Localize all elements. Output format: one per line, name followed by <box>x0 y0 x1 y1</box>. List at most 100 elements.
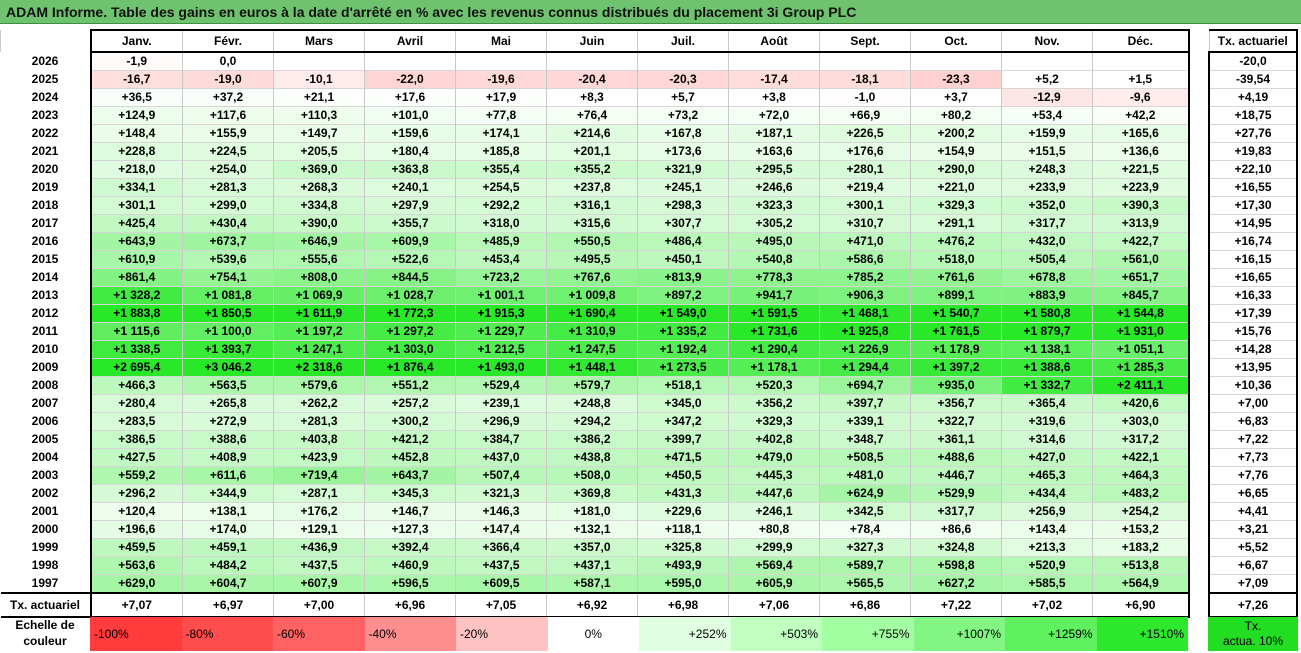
gain-cell: +345,3 <box>364 484 456 503</box>
actuarial-cell: +17,30 <box>1208 196 1298 215</box>
actuarial-cell: -39,54 <box>1208 70 1298 89</box>
gain-cell: +586,6 <box>819 250 911 269</box>
gain-cell: +1 226,9 <box>819 340 911 359</box>
gain-cell: +430,4 <box>182 214 274 233</box>
year-label: 2004 <box>31 450 59 464</box>
year-label: 2009 <box>31 360 59 374</box>
gain-cell: +2 411,1 <box>1092 376 1190 395</box>
actuarial-row: +14,95 <box>1208 214 1298 233</box>
gain-cell: +646,9 <box>273 232 365 251</box>
gain-cell: +299,0 <box>182 196 274 215</box>
gain-cell: +228,8 <box>89 142 183 161</box>
gain-cell <box>637 51 729 71</box>
gain-cell: +292,2 <box>455 196 547 215</box>
gain-cell: +299,9 <box>728 538 820 557</box>
gain-cell: +324,8 <box>910 538 1002 557</box>
gain-cell: +153,2 <box>1092 520 1190 539</box>
month-header: Juin <box>546 29 638 53</box>
gain-cell: +1 303,0 <box>364 340 456 359</box>
gain-cell: +127,3 <box>364 520 456 539</box>
gain-cell: +295,5 <box>728 160 820 179</box>
gain-cell: +629,0 <box>89 574 183 593</box>
gain-cell: +149,7 <box>273 124 365 143</box>
gain-cell: +213,3 <box>1001 538 1093 557</box>
gain-cell: +314,6 <box>1001 430 1093 449</box>
gain-cell: +254,2 <box>1092 502 1190 521</box>
table-row: 2011 +1 115,6 +1 100,0 +1 197,2 +1 297,2 +1 2… <box>1 322 1190 341</box>
actuarial-cell: +16,55 <box>1208 178 1298 197</box>
gain-cell: +520,3 <box>728 376 820 395</box>
gain-cell: +297,9 <box>364 196 456 215</box>
actuarial-row: +6,67 <box>1208 556 1298 575</box>
gain-cell: +268,3 <box>273 178 365 197</box>
gain-cell: +176,2 <box>273 502 365 521</box>
gain-cell: +159,6 <box>364 124 456 143</box>
gain-cell: +459,5 <box>89 538 183 557</box>
gain-cell: +437,1 <box>546 556 638 575</box>
table-row: 2020 +218,0 +254,0 +369,0 +363,8 +355,4 +355,2… <box>1 160 1190 179</box>
gain-cell: +408,9 <box>182 448 274 467</box>
gain-cell: +529,4 <box>455 376 547 395</box>
color-scale: -100% -80% -60% -40% -20% 0% +252% +503% +755% +1… <box>90 617 1188 651</box>
gain-cell: +651,7 <box>1092 268 1190 287</box>
gain-cell: +329,3 <box>910 196 1002 215</box>
gain-cell: +132,1 <box>546 520 638 539</box>
gain-cell: +941,7 <box>728 286 820 305</box>
gain-cell: +319,6 <box>1001 412 1093 431</box>
footer-rate-cell: +7,07 <box>89 592 183 618</box>
gain-cell: +300,2 <box>364 412 456 431</box>
gain-cell: +110,3 <box>273 106 365 125</box>
gain-cell: +3,7 <box>910 88 1002 107</box>
actuarial-row: +16,15 <box>1208 250 1298 269</box>
gain-cell: +315,6 <box>546 214 638 233</box>
gain-cell: +3 046,2 <box>182 358 274 377</box>
gain-cell: +248,8 <box>546 394 638 413</box>
gain-cell: +390,3 <box>1092 196 1190 215</box>
gain-cell: +240,1 <box>364 178 456 197</box>
color-scale-step: -40% <box>364 617 456 651</box>
color-scale-step: +1259% <box>1005 617 1097 651</box>
gain-cell: +1 328,2 <box>89 286 183 305</box>
gain-cell: -1,0 <box>819 88 911 107</box>
gain-cell: +256,9 <box>1001 502 1093 521</box>
year-label: 2026 <box>31 53 59 68</box>
year-label: 2018 <box>31 198 59 212</box>
gain-cell: +563,6 <box>89 556 183 575</box>
gain-cell: +1 731,6 <box>728 322 820 341</box>
gain-cell: +1 549,0 <box>637 304 729 323</box>
gain-cell: +883,9 <box>1001 286 1093 305</box>
gain-cell: +694,7 <box>819 376 911 395</box>
gain-cell: +422,7 <box>1092 232 1190 251</box>
gain-cell: +1 069,9 <box>273 286 365 305</box>
table-row: 1997 +629,0 +604,7 +607,9 +596,5 +609,5 +587,1… <box>1 574 1190 593</box>
gain-cell: +136,6 <box>1092 142 1190 161</box>
gain-cell: +1 393,7 <box>182 340 274 359</box>
gain-cell: +339,1 <box>819 412 911 431</box>
gain-cell <box>728 51 820 71</box>
actuarial-cell: -20,0 <box>1208 51 1298 71</box>
actuarial-row: +19,83 <box>1208 142 1298 161</box>
gain-cell: +365,4 <box>1001 394 1093 413</box>
gain-cell: +42,2 <box>1092 106 1190 125</box>
gain-cell: +508,0 <box>546 466 638 485</box>
gain-cell: +146,3 <box>455 502 547 521</box>
gain-cell: +281,3 <box>273 412 365 431</box>
gain-cell: +1 580,8 <box>1001 304 1093 323</box>
gain-cell: +1 544,8 <box>1092 304 1190 323</box>
actuarial-row: -20,0 <box>1208 51 1298 71</box>
gain-cell: +185,8 <box>455 142 547 161</box>
year-label: 2019 <box>31 180 59 194</box>
actuarial-cell: +10,36 <box>1208 376 1298 395</box>
gain-cell: +1 212,5 <box>455 340 547 359</box>
gain-cell: +540,8 <box>728 250 820 269</box>
gain-cell: +262,2 <box>273 394 365 413</box>
actuarial-cell: +7,73 <box>1208 448 1298 467</box>
actuarial-cell: +18,75 <box>1208 106 1298 125</box>
gain-cell: +321,3 <box>455 484 547 503</box>
gain-cell: -20,4 <box>546 70 638 89</box>
gain-cell: +1 294,4 <box>819 358 911 377</box>
gain-cell: +609,9 <box>364 232 456 251</box>
gain-cell <box>546 51 638 71</box>
gain-cell: +495,5 <box>546 250 638 269</box>
actuarial-cell: +7,76 <box>1208 466 1298 485</box>
